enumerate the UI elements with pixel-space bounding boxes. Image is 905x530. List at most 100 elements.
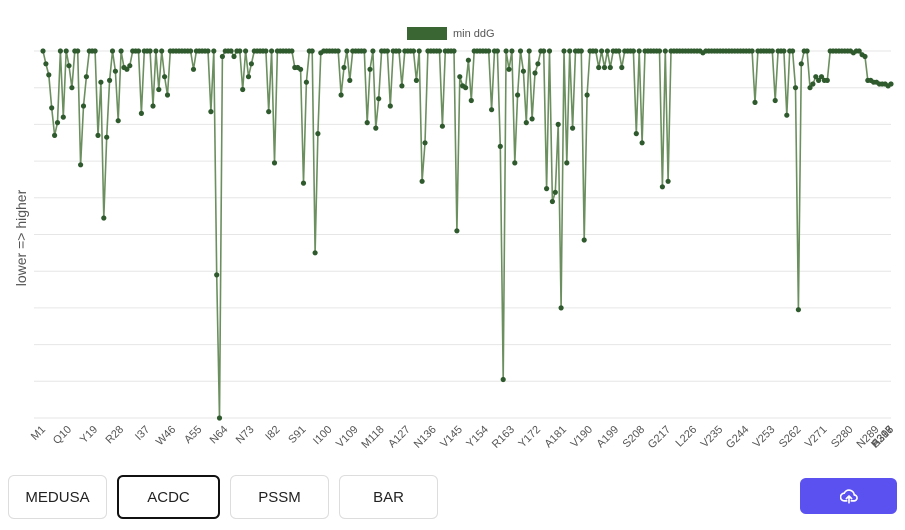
x-tick-label: R28 [103, 424, 126, 447]
data-point [101, 215, 107, 221]
data-point [616, 48, 622, 54]
data-point [662, 48, 668, 54]
x-tick-label: N73 [234, 424, 257, 447]
data-point [98, 79, 104, 85]
data-point [503, 48, 509, 54]
data-point [338, 92, 344, 98]
data-point [604, 48, 611, 54]
data-point [46, 72, 52, 78]
x-tick-label: I100 [311, 424, 335, 448]
y-axis-title: lower => higher [13, 189, 29, 286]
data-point [112, 68, 118, 74]
x-tick-label: A55 [182, 424, 204, 446]
data-point [804, 48, 810, 54]
x-tick-label: M1 [29, 424, 48, 443]
data-point [115, 118, 121, 124]
tab-pssm[interactable]: PSSM [230, 475, 329, 519]
data-point [486, 48, 492, 54]
data-point [792, 85, 799, 91]
data-point [52, 132, 58, 138]
data-point [376, 96, 382, 102]
data-point [75, 48, 81, 54]
x-tick-label: Y154 [464, 424, 491, 451]
data-point [546, 48, 553, 54]
data-point [619, 64, 625, 71]
chart: min ddG lower => higher M1 Q10 Y19 R28 I37 W4… [13, 27, 896, 452]
download-button[interactable] [800, 478, 897, 514]
data-point [104, 134, 110, 140]
data-point [384, 48, 390, 54]
data-point [263, 48, 269, 54]
method-tabs: MEDUSA ACDC PSSM BAR [8, 475, 438, 519]
data-point [816, 77, 822, 83]
data-point [78, 162, 84, 168]
legend-swatch [407, 27, 447, 40]
data-point [159, 48, 165, 54]
data-point [497, 143, 503, 149]
x-tick-label: V145 [438, 424, 465, 451]
data-point [584, 92, 590, 98]
data-point [373, 125, 379, 131]
data-point [387, 103, 393, 109]
data-point [416, 48, 422, 54]
data-point [561, 48, 567, 54]
x-tick-label: G217 [646, 424, 674, 452]
x-tick-labels: M1 Q10 Y19 R28 I37 W46 A55 N64 N73 I82 S91 I100 V109… [29, 424, 896, 452]
data-point [807, 85, 813, 91]
data-point [127, 63, 133, 69]
data-point [92, 48, 98, 54]
data-point [523, 120, 529, 126]
data-point [463, 85, 469, 91]
data-point [396, 48, 402, 54]
tab-acdc[interactable]: ACDC [117, 475, 220, 519]
x-tick-label: Y172 [516, 424, 543, 451]
data-point [231, 53, 237, 60]
x-tick-label: I37 [133, 424, 152, 443]
data-point [506, 66, 512, 72]
data-point [630, 48, 637, 54]
legend-label: min ddG [453, 28, 495, 40]
data-point [80, 103, 87, 109]
x-tick-label: Y19 [78, 424, 100, 446]
data-point [526, 48, 532, 54]
data-point [83, 74, 89, 80]
data-point [500, 376, 506, 383]
x-tick-label: A127 [386, 424, 413, 451]
data-point [509, 48, 515, 54]
x-tick-label: V235 [699, 424, 726, 451]
data-point [599, 48, 605, 54]
data-point [439, 123, 445, 129]
x-tick-label: N64 [208, 424, 231, 447]
data-point [578, 48, 584, 54]
data-point [512, 160, 518, 166]
data-point [494, 48, 500, 54]
tab-medusa[interactable]: MEDUSA [8, 475, 107, 519]
data-point [515, 92, 521, 98]
data-point [150, 103, 156, 109]
tab-bar[interactable]: BAR [339, 475, 438, 519]
legend: min ddG [407, 27, 495, 40]
data-point [422, 140, 428, 146]
data-point [245, 74, 252, 80]
x-tick-label: S262 [777, 424, 804, 451]
x-tick-label: A199 [595, 424, 622, 451]
data-point [57, 48, 64, 54]
x-tick-label: I82 [263, 424, 282, 443]
data-point [118, 48, 124, 54]
data-point [162, 74, 168, 80]
data-point [40, 48, 46, 54]
x-tick-label: V253 [751, 424, 778, 451]
data-point [205, 48, 211, 54]
data-point [135, 48, 142, 54]
data-point [552, 189, 558, 195]
data-point [266, 109, 272, 115]
data-point [451, 48, 457, 54]
data-point [107, 77, 113, 83]
data-point [413, 77, 419, 83]
data-point [347, 77, 353, 83]
data-point [124, 66, 130, 72]
data-point [43, 61, 49, 67]
data-point [555, 121, 561, 127]
data-point [636, 48, 642, 54]
data-point [549, 198, 556, 205]
